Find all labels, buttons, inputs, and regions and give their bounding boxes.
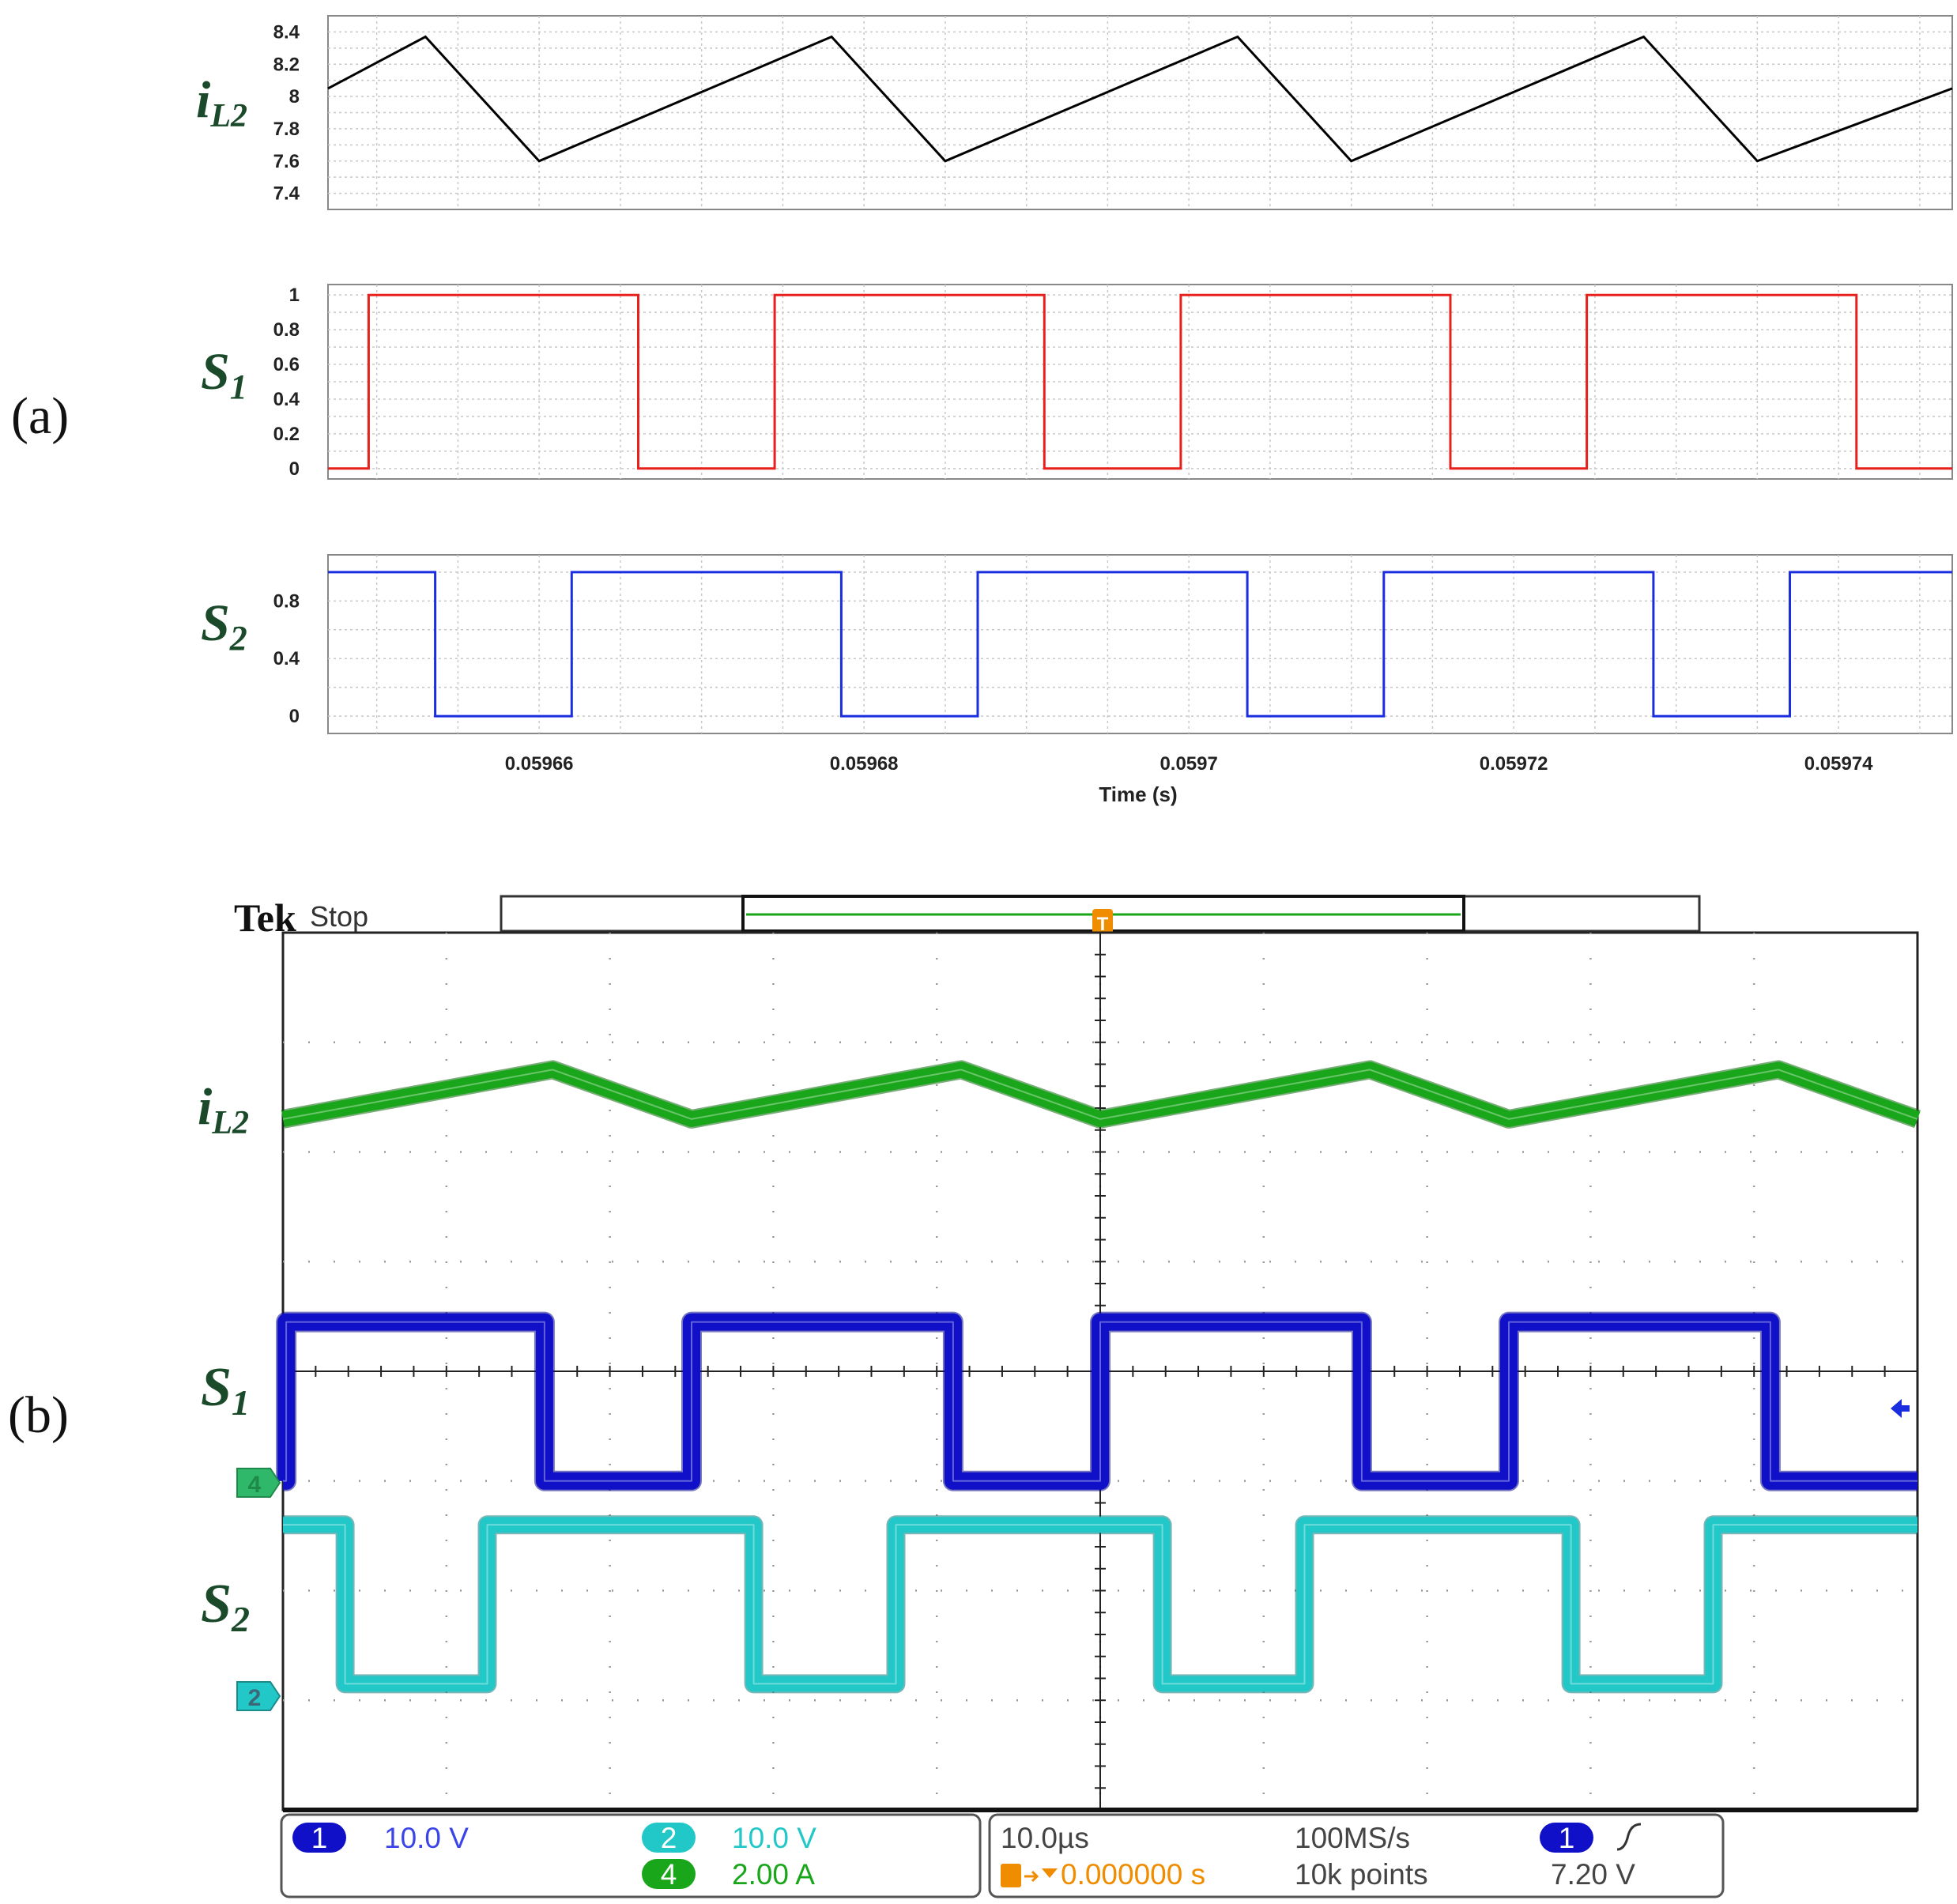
ch1-scale: 10.0 V — [384, 1822, 469, 1854]
S2-sim-plot: 0.8 0.4 0 — [273, 554, 1953, 734]
iL2-y-tick-label: 7.8 — [273, 119, 300, 140]
panel-a-label: (a) — [11, 387, 69, 445]
record-length: 10k points — [1295, 1858, 1428, 1891]
iL2-sim-trace — [327, 35, 1953, 163]
S1-y-tick-label: 0 — [289, 458, 300, 480]
ch2-badge[interactable]: 2 — [642, 1822, 696, 1854]
sample-rate: 100MS/s — [1295, 1822, 1410, 1854]
ch4-ground-marker[interactable]: 4 — [236, 1468, 281, 1498]
oscilloscope-display — [276, 931, 1921, 1812]
time-axis: 0.05966 0.05968 0.0597 0.05972 0.05974 — [505, 753, 1873, 775]
ch4-scale: 2.00 A — [732, 1858, 815, 1891]
S1-y-tick-label: 1 — [289, 285, 300, 306]
channel-readout-box: 1 10.0 V 2 10.0 V 4 2.00 A — [280, 1813, 982, 1898]
iL2-y-tick-label: 7.4 — [273, 183, 300, 205]
S2-y-tick-label: 0.4 — [273, 648, 300, 669]
iL2-label-sim: iL2 — [196, 71, 247, 134]
iL2-y-tick-label: 7.6 — [273, 151, 300, 172]
iL2-label-scope: iL2 — [198, 1078, 249, 1141]
S1-plot-frame — [327, 284, 1953, 480]
trigger-position-icon — [1001, 1864, 1058, 1887]
S2-label-sim: S2 — [201, 594, 247, 658]
S1-label-sim: S1 — [201, 343, 247, 406]
svg-text:1: 1 — [1559, 1822, 1575, 1854]
S2-y-tick-label: 0.8 — [273, 590, 300, 612]
svg-text:4: 4 — [248, 1472, 262, 1498]
svg-text:4: 4 — [661, 1858, 677, 1891]
iL2-sim-plot: 8.4 8.2 8 7.8 7.6 7.4 — [273, 15, 1953, 210]
S1-ch1-trace — [277, 1313, 1917, 1490]
timebase-value: 10.0µs — [1001, 1822, 1089, 1854]
S2-y-tick-label: 0 — [289, 706, 300, 727]
time-tick-label: 0.05966 — [505, 753, 574, 775]
S1-ch1-trace-highlight — [283, 1321, 1917, 1482]
time-tick-label: 0.0597 — [1159, 753, 1217, 775]
svg-text:2: 2 — [661, 1822, 677, 1854]
time-tick-label: 0.05972 — [1480, 753, 1548, 775]
time-tick-label: 0.05974 — [1804, 753, 1873, 775]
svg-text:T: T — [1097, 914, 1109, 935]
S1-label-scope: S1 — [201, 1357, 250, 1423]
trigger-source-badge[interactable]: 1 — [1540, 1822, 1593, 1854]
ch4-badge[interactable]: 4 — [642, 1858, 696, 1891]
S2-plot-frame — [327, 554, 1953, 734]
time-axis-label: Time (s) — [1099, 782, 1177, 806]
trigger-level: 7.20 V — [1551, 1858, 1635, 1891]
S1-y-tick-label: 0.4 — [273, 389, 300, 410]
acquisition-status: Stop — [310, 900, 368, 933]
ch2-scale: 10.0 V — [732, 1822, 816, 1854]
iL2-y-tick-label: 8.2 — [273, 54, 300, 75]
S2-sim-trace — [328, 571, 1952, 718]
trigger-position-value: 0.000000 s — [1061, 1858, 1205, 1891]
S1-y-tick-label: 0.8 — [273, 319, 300, 341]
svg-text:2: 2 — [248, 1685, 262, 1711]
S2-ch2-trace — [283, 1517, 1917, 1692]
S2-label-scope: S2 — [201, 1574, 250, 1639]
S1-sim-trace — [328, 293, 1952, 470]
ch1-trigger-level-arrow[interactable] — [1891, 1399, 1910, 1418]
S1-sim-plot: 1 0.8 0.6 0.4 0.2 0 — [273, 284, 1953, 480]
S2-ch2-trace-highlight — [283, 1524, 1917, 1685]
iL2-y-tick-label: 8.4 — [273, 21, 300, 43]
panel-b-label: (b) — [8, 1386, 69, 1444]
svg-text:1: 1 — [311, 1822, 328, 1854]
iL2-plot-frame — [327, 15, 1953, 210]
iL2-ch4-trace-highlight — [282, 1069, 1918, 1120]
ch1-badge[interactable]: 1 — [292, 1822, 346, 1854]
iL2-y-tick-label: 8 — [289, 86, 300, 107]
ch2-ground-marker[interactable]: 2 — [236, 1681, 281, 1711]
S1-y-tick-label: 0.6 — [273, 354, 300, 375]
time-tick-label: 0.05968 — [830, 753, 899, 775]
S1-y-tick-label: 0.2 — [273, 424, 300, 445]
iL2-ch4-trace — [281, 1061, 1921, 1127]
rising-edge-icon — [1616, 1823, 1642, 1851]
timebase-readout-box: 10.0µs 0.000000 s 100MS/s 10k points 1 7… — [988, 1813, 1725, 1898]
